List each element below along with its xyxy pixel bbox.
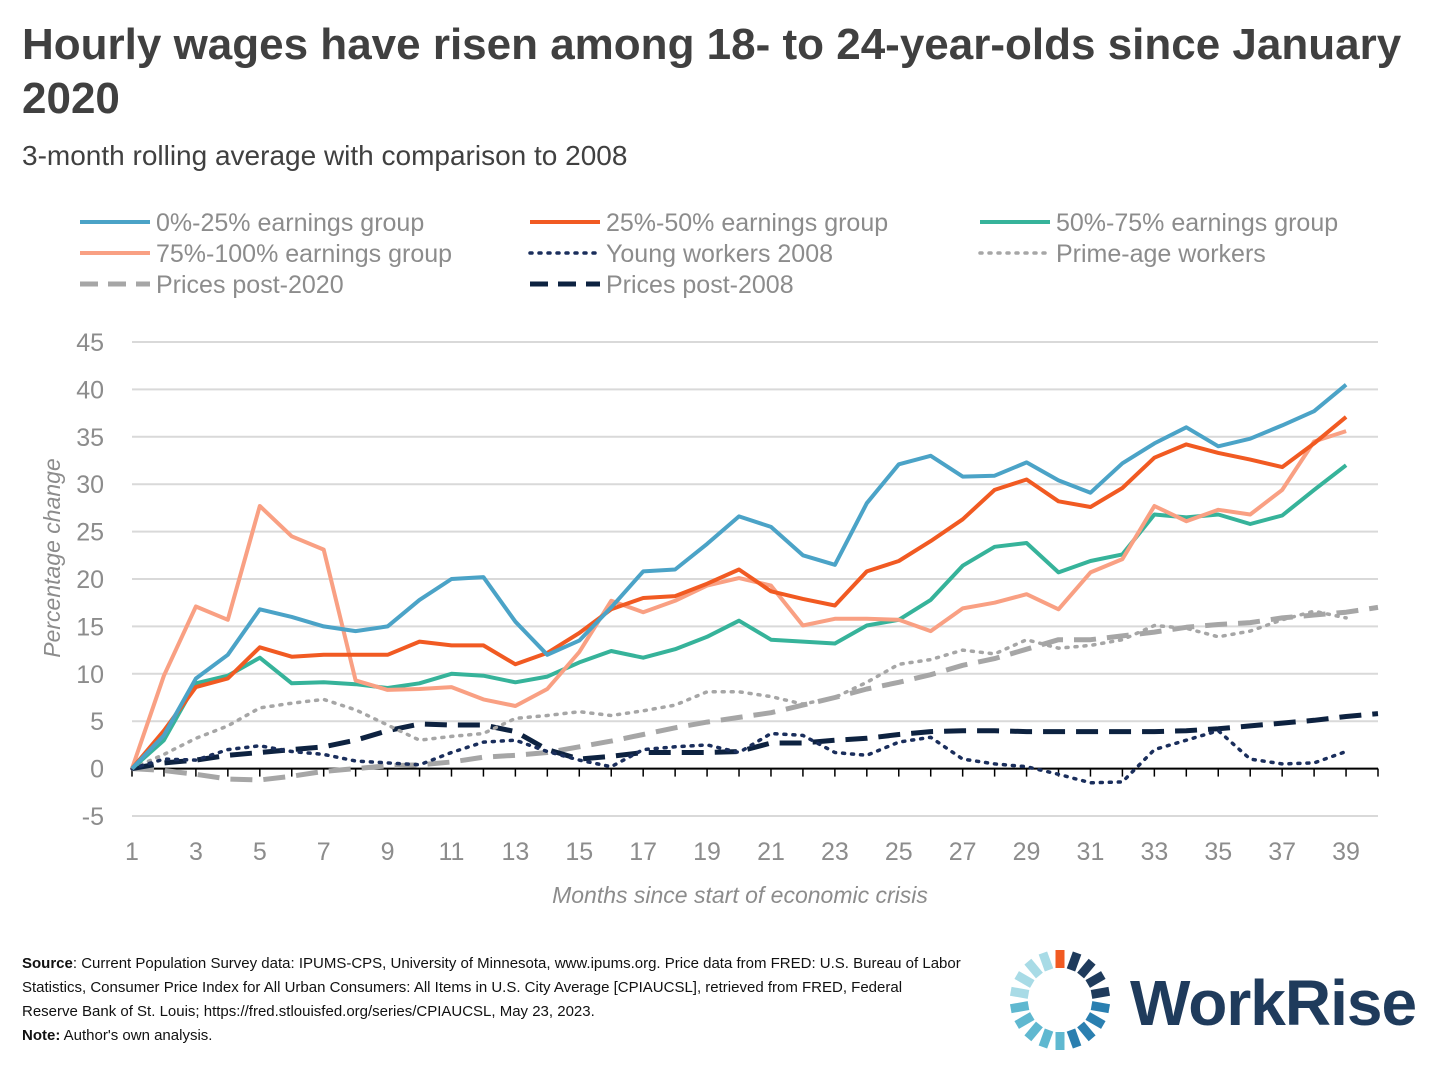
x-tick-label: 17 — [629, 838, 657, 866]
series-lines — [130, 383, 1379, 785]
x-tick-label: 33 — [1140, 838, 1168, 866]
x-tick-label: 3 — [189, 838, 203, 866]
y-tick-label: 35 — [76, 424, 104, 452]
x-tick-label: 37 — [1268, 838, 1296, 866]
x-tick-label: 7 — [317, 838, 331, 866]
legend-label: Prices post-2008 — [606, 271, 794, 299]
y-tick-label: 0 — [90, 756, 104, 784]
x-tick-label: 25 — [885, 838, 913, 866]
source-note: Source: Current Population Survey data: … — [22, 952, 962, 1048]
line-chart: 0%-25% earnings group 25%-50% earnings gr… — [39, 209, 1379, 908]
logo-ray — [1090, 1001, 1111, 1014]
series-line-4 — [130, 728, 1348, 785]
x-axis-label: Months since start of economic crisis — [552, 882, 928, 908]
series-line-5 — [130, 609, 1348, 771]
series-line-7 — [131, 711, 1379, 772]
logo-ray — [1066, 1028, 1082, 1049]
axes: 1 3 5 7 9 11 13 15 17 19 21 23 25 27 29 31 33 35 37 39 — [125, 767, 1379, 866]
x-tick-label: 11 — [439, 838, 465, 866]
x-tick-label: 9 — [381, 838, 395, 866]
series-line-3 — [130, 429, 1347, 770]
y-tick-label: 25 — [76, 519, 104, 547]
legend-label: Young workers 2008 — [606, 240, 833, 268]
logo-ray — [1085, 1012, 1106, 1029]
logo-ray — [1066, 951, 1082, 972]
y-tick-label: 30 — [76, 471, 104, 499]
chart-title: Hourly wages have risen among 18- to 24-… — [22, 20, 1402, 123]
legend-label: 0%-25% earnings group — [156, 209, 424, 237]
legend-label: 75%-100% earnings group — [156, 240, 452, 268]
logo-ray — [1038, 1028, 1054, 1049]
x-tick-label: 35 — [1204, 838, 1232, 866]
source-text: : Current Population Survey data: IPUMS-… — [22, 955, 961, 1020]
logo-ray — [1024, 1021, 1043, 1042]
y-tick-label: 40 — [76, 376, 104, 404]
workrise-sunburst-icon — [1009, 950, 1111, 1050]
note-label: Note: — [22, 1027, 61, 1044]
series-line-0 — [130, 383, 1348, 770]
x-tick-label: 31 — [1077, 838, 1105, 866]
logo-ray — [1009, 1001, 1030, 1014]
logo-ray — [1085, 971, 1106, 988]
x-tick-label: 1 — [125, 838, 139, 866]
y-tick-label: 20 — [76, 566, 104, 594]
logo-ray — [1077, 1021, 1096, 1042]
logo-ray — [1014, 1012, 1035, 1029]
x-tick-label: 27 — [949, 838, 977, 866]
logo-ray — [1077, 958, 1096, 979]
gridlines: -5 0 5 10 15 20 25 30 35 40 45 — [76, 329, 1378, 831]
logo-ray — [1038, 951, 1054, 972]
y-tick-label: 15 — [76, 613, 104, 641]
workrise-logo: WorkRise — [1000, 940, 1430, 1060]
x-tick-label: 39 — [1332, 838, 1360, 866]
x-tick-label: 5 — [253, 838, 267, 866]
series-line-2 — [130, 463, 1348, 771]
source-label: Source — [22, 955, 73, 972]
logo-ray — [1090, 986, 1111, 999]
legend-label: 50%-75% earnings group — [1056, 209, 1338, 237]
legend-label: Prime-age workers — [1056, 240, 1266, 268]
x-tick-label: 19 — [693, 838, 721, 866]
x-tick-label: 15 — [565, 838, 593, 866]
logo-ray — [1014, 971, 1035, 988]
series-line-1 — [130, 415, 1348, 770]
y-tick-label: 5 — [90, 708, 104, 736]
series-line-6 — [131, 604, 1379, 783]
legend-label: Prices post-2020 — [156, 271, 344, 299]
note-text: Author's own analysis. — [60, 1027, 213, 1044]
x-tick-label: 23 — [821, 838, 849, 866]
y-tick-label: 45 — [76, 329, 104, 357]
logo-ray — [1009, 986, 1030, 999]
legend: 0%-25% earnings group 25%-50% earnings gr… — [80, 209, 1338, 299]
x-tick-label: 29 — [1013, 838, 1041, 866]
y-tick-label: -5 — [82, 803, 104, 831]
y-tick-label: 10 — [76, 661, 104, 689]
legend-label: 25%-50% earnings group — [606, 209, 888, 237]
logo-text: WorkRise — [1130, 967, 1417, 1039]
y-axis-label: Percentage change — [39, 458, 65, 658]
x-tick-label: 21 — [757, 838, 785, 866]
x-tick-label: 13 — [501, 838, 529, 866]
chart-subtitle: 3-month rolling average with comparison … — [22, 140, 628, 171]
logo-ray — [1024, 958, 1043, 979]
